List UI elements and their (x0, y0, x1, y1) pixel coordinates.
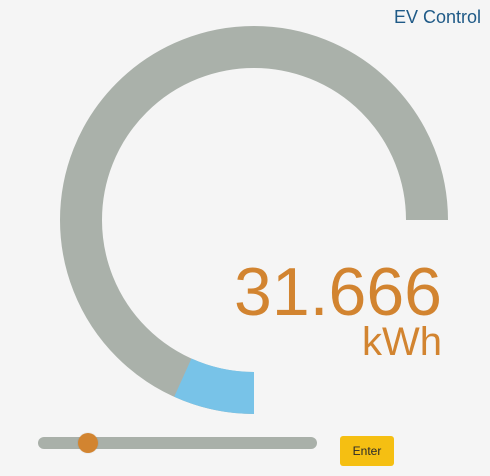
app-title: EV Control (393, 7, 481, 27)
energy-reading: 31.666 kWh (234, 258, 442, 362)
gauge-track (60, 26, 448, 414)
energy-value: 31.666 (234, 254, 442, 330)
slider-track[interactable] (38, 437, 317, 449)
energy-slider[interactable] (38, 433, 317, 453)
gauge-fill (174, 358, 255, 414)
enter-button[interactable]: Enter (340, 436, 394, 466)
energy-unit: kWh (362, 320, 442, 364)
slider-thumb[interactable] (78, 433, 99, 453)
